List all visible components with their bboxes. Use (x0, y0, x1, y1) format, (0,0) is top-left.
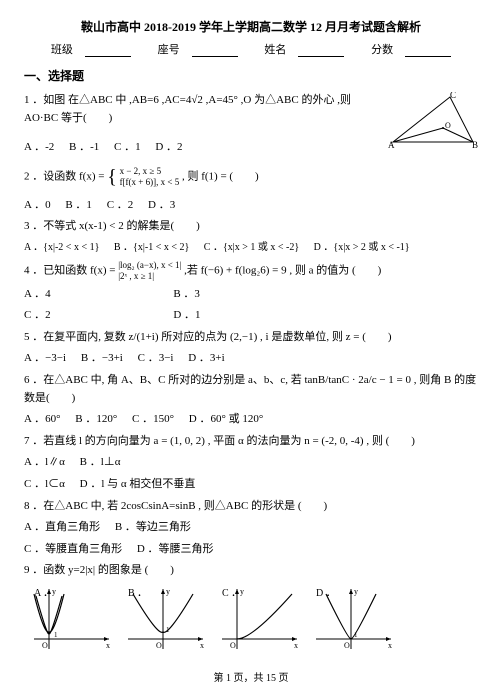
svg-text:x: x (294, 641, 298, 650)
question-3: 3 ．不等式 x(x-1) < 2 的解集是( ) (24, 218, 478, 236)
opt: B ．−3+i (81, 352, 123, 364)
svg-text:1: 1 (54, 631, 58, 639)
question-5-options: A ．−3−i B ．−3+i C ．3−i D ．3+i (24, 350, 478, 368)
question-5: 5 ．在复平面内, 复数 z/(1+i) 所对应的点为 (2,−1) , i 是… (24, 329, 478, 347)
exam-title: 鞍山市高中 2018-2019 学年上学期高二数学 12 月月考试题含解析 (24, 18, 478, 35)
svg-text:y: y (354, 587, 358, 596)
question-2-options: A ．0 B ．1 C ．2 D ．3 (24, 197, 478, 215)
svg-text:A: A (388, 140, 395, 150)
svg-text:O: O (156, 641, 162, 650)
question-8: 8 ．在△ABC 中, 若 2cosCsinA=sinB , 则△ABC 的形状… (24, 498, 478, 516)
score-label: 分数 (365, 41, 457, 57)
opt: C ．2 (24, 309, 51, 321)
question-8-options-2: C ．等腰直角三角形 D ．等腰三角形 (24, 541, 478, 559)
question-3-options: A ．{x|-2 < x < 1} B ．{x|-1 < x < 2} C ．{… (24, 240, 478, 256)
opt: A ．−3−i (24, 352, 66, 364)
svg-text:B: B (472, 140, 478, 150)
question-1: 1 ．如图 在△ABC 中 ,AB=6 ,AC=4√2 ,A=45° ,O 为△… (24, 92, 478, 127)
question-7: 7 ．若直线 l 的方向向量为 a = (1, 0, 2) , 平面 α 的法向… (24, 433, 478, 451)
opt: C ．2 (107, 199, 134, 211)
opt: D ．等腰三角形 (137, 543, 214, 555)
opt: B ．{x|-1 < x < 2} (114, 242, 189, 253)
chart-d: D ． O x y 1 (306, 584, 396, 654)
opt: D ．2 (155, 141, 182, 153)
question-8-options: A ．直角三角形 B ．等边三角形 (24, 519, 478, 537)
opt: D ．3 (148, 199, 175, 211)
opt: D ．3+i (188, 352, 224, 364)
question-7-options: A ．l∥α B ．l⊥α (24, 454, 478, 472)
seat-label: 座号 (152, 41, 244, 57)
opt: C ．150° (132, 413, 174, 425)
opt: A ．4 (24, 288, 51, 300)
opt: A ．{x|-2 < x < 1} (24, 242, 99, 253)
svg-text:O: O (344, 641, 350, 650)
question-4-options-2: C ．2 D ．1 (24, 307, 478, 325)
svg-text:y: y (166, 587, 170, 596)
opt: C ．1 (114, 141, 141, 153)
question-7-options-2: C ．l⊂α D ．l 与 α 相交但不垂直 (24, 476, 478, 494)
opt: A ．-2 (24, 141, 54, 153)
name-label: 姓名 (258, 41, 350, 57)
opt: A ．直角三角形 (24, 521, 100, 533)
chart-a: A ． O x y 1 (24, 584, 114, 654)
opt: B ．等边三角形 (115, 521, 191, 533)
opt: C ．l⊂α (24, 478, 65, 490)
page-footer: 第 1 页，共 15 页 (0, 669, 502, 684)
question-4-options: A ．4 B ．3 (24, 286, 478, 304)
header-line: 班级 座号 姓名 分数 (24, 41, 478, 57)
question-9-charts: A ． O x y 1 B ． O x y 1 (24, 584, 478, 654)
svg-text:x: x (388, 641, 392, 650)
opt: D ．{x|x > 2 或 x < -1} (314, 242, 410, 253)
svg-text:x: x (106, 641, 110, 650)
opt: A ．l∥α (24, 456, 65, 468)
question-2: 2 ．设函数 f(x) = { x − 2, x ≥ 5 f[f(x + 6)]… (24, 161, 478, 193)
svg-text:1: 1 (166, 626, 170, 634)
section-heading: 一、选择题 (24, 67, 478, 84)
class-label: 班级 (45, 41, 137, 57)
opt: A ．60° (24, 413, 61, 425)
question-6: 6 ．在△ABC 中, 角 A、B、C 所对的边分别是 a、b、c, 若 tan… (24, 372, 478, 407)
svg-text:O: O (230, 641, 236, 650)
opt: B ．1 (65, 199, 92, 211)
chart-b: B ． O x y 1 (118, 584, 208, 654)
opt: C ．等腰直角三角形 (24, 543, 122, 555)
opt: D ．1 (173, 309, 200, 321)
opt: D ．60° 或 120° (189, 413, 264, 425)
chart-c: C ． O x y (212, 584, 302, 654)
opt: B ．3 (173, 288, 200, 300)
question-9: 9 ．函数 y=2|x| 的图象是 ( ) (24, 562, 478, 580)
opt: B ．120° (75, 413, 117, 425)
opt: D ．l 与 α 相交但不垂直 (80, 478, 196, 490)
opt: A ．0 (24, 199, 51, 211)
question-6-options: A ．60° B ．120° C ．150° D ．60° 或 120° (24, 411, 478, 429)
question-4: 4 ．已知函数 f(x) = |log₂ (a−x), x < 1| |2ˣ ,… (24, 260, 478, 282)
svg-text:x: x (200, 641, 204, 650)
opt: C ．{x|x > 1 或 x < -2} (204, 242, 299, 253)
svg-text:1: 1 (354, 631, 358, 639)
opt: C ．3−i (138, 352, 174, 364)
opt: B ．-1 (69, 141, 99, 153)
opt: B ．l⊥α (80, 456, 121, 468)
svg-text:O: O (42, 641, 48, 650)
